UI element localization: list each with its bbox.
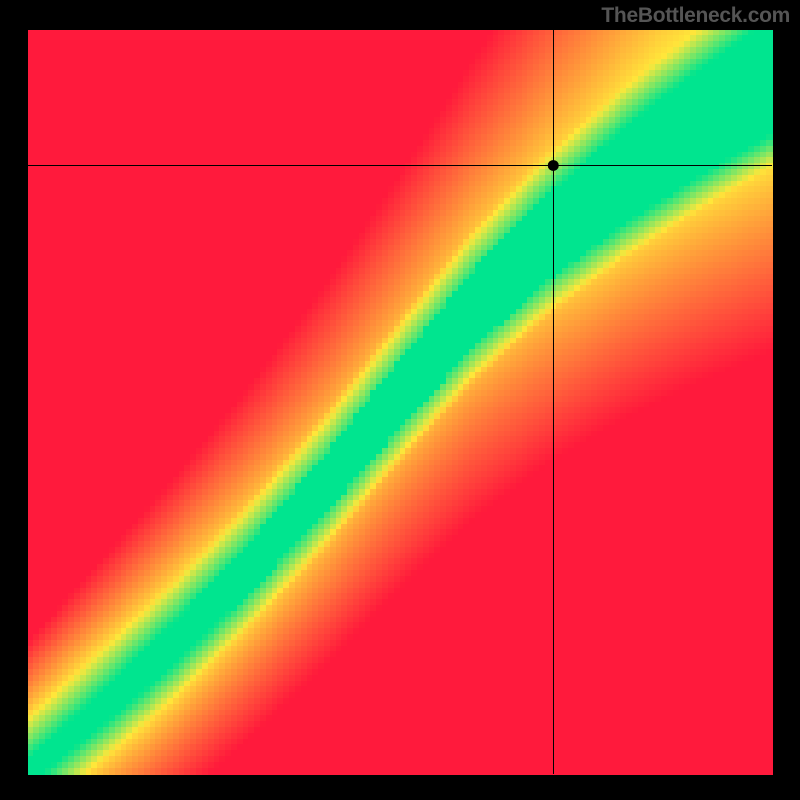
chart-container: TheBottleneck.com [0,0,800,800]
heatmap-canvas [0,0,800,800]
watermark-text: TheBottleneck.com [601,4,790,28]
